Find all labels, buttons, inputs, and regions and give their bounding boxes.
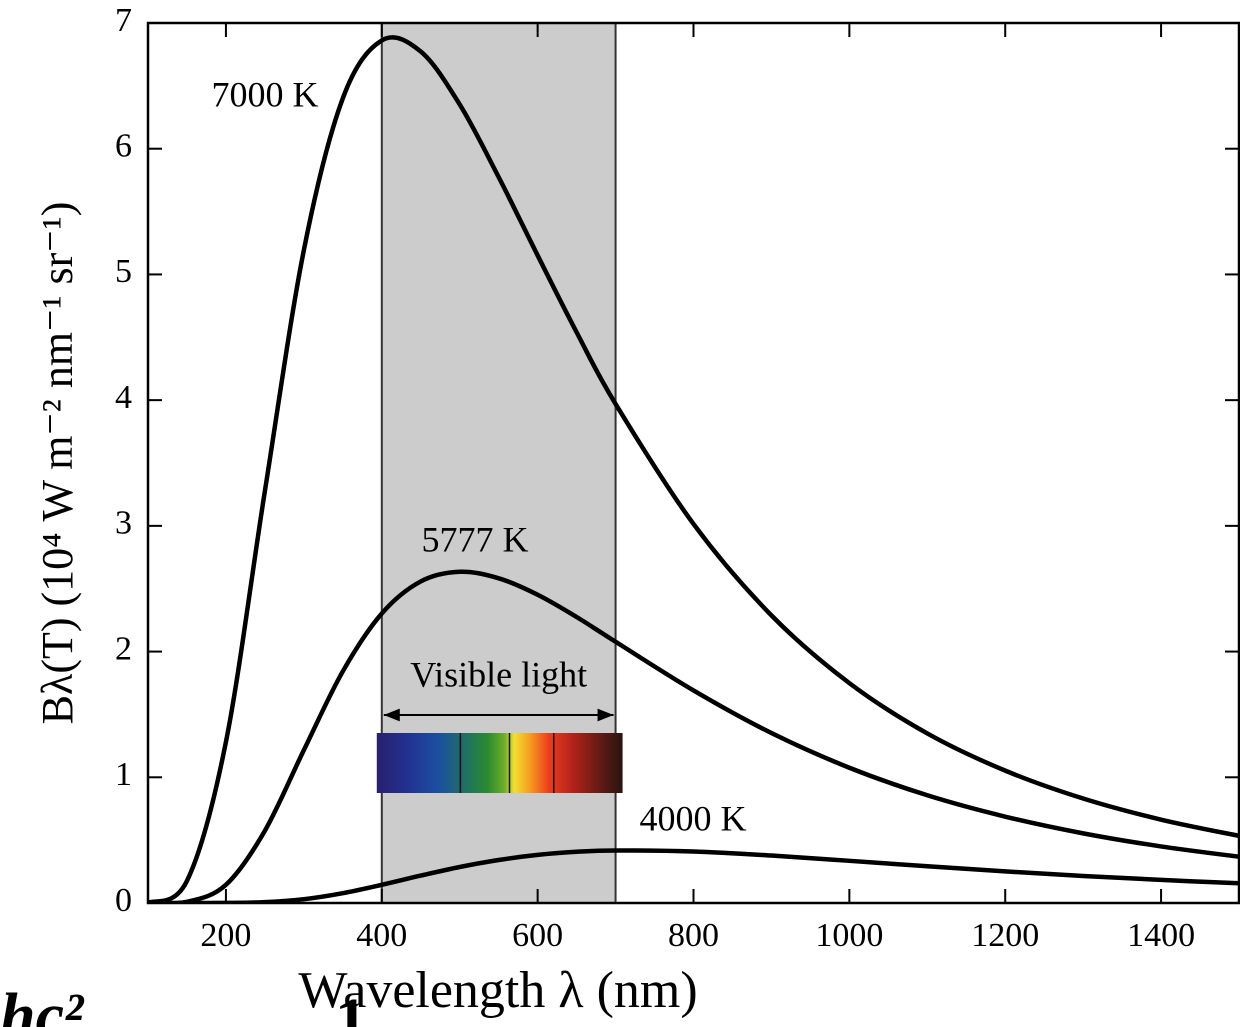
y-tick-label: 7: [115, 2, 132, 39]
x-tick-label: 400: [356, 917, 407, 954]
y-tick-label: 3: [115, 505, 132, 542]
x-tick-label: 800: [668, 917, 719, 954]
y-axis-label: Bλ(T) (10⁴ W m⁻² nm⁻¹ sr⁻¹): [33, 202, 82, 725]
x-tick-label: 1400: [1127, 917, 1195, 954]
y-tick-label: 6: [115, 128, 132, 165]
curve-label: 4000 K: [640, 798, 747, 838]
cropped-text: hc²: [0, 980, 85, 1027]
curve-label: 5777 K: [422, 519, 529, 559]
x-tick-label: 200: [200, 917, 251, 954]
band-label: Visible light: [410, 654, 587, 694]
y-tick-label: 2: [115, 630, 132, 667]
spectrum: [376, 733, 623, 793]
plot-frame: [146, 21, 1240, 905]
y-tick-label: 1: [115, 756, 132, 793]
plot: Visible light 200 400 600 800 1000 1200 1400 0 1 2…: [115, 2, 1240, 954]
curve: [148, 35, 1239, 903]
x-tick-label: 600: [512, 917, 563, 954]
cropped-text: 1: [335, 985, 367, 1027]
y-tick-label: 4: [115, 379, 132, 416]
x-tick-label: 1000: [815, 917, 883, 954]
curve-label: 7000 K: [212, 74, 319, 114]
x-tick-label: 1200: [971, 917, 1039, 954]
x-axis-label: Wavelength λ (nm): [298, 962, 697, 1019]
curve: [148, 848, 1239, 903]
y-tick-label: 5: [115, 253, 132, 290]
y-tick-label: 0: [115, 882, 132, 919]
curve: [148, 569, 1239, 903]
